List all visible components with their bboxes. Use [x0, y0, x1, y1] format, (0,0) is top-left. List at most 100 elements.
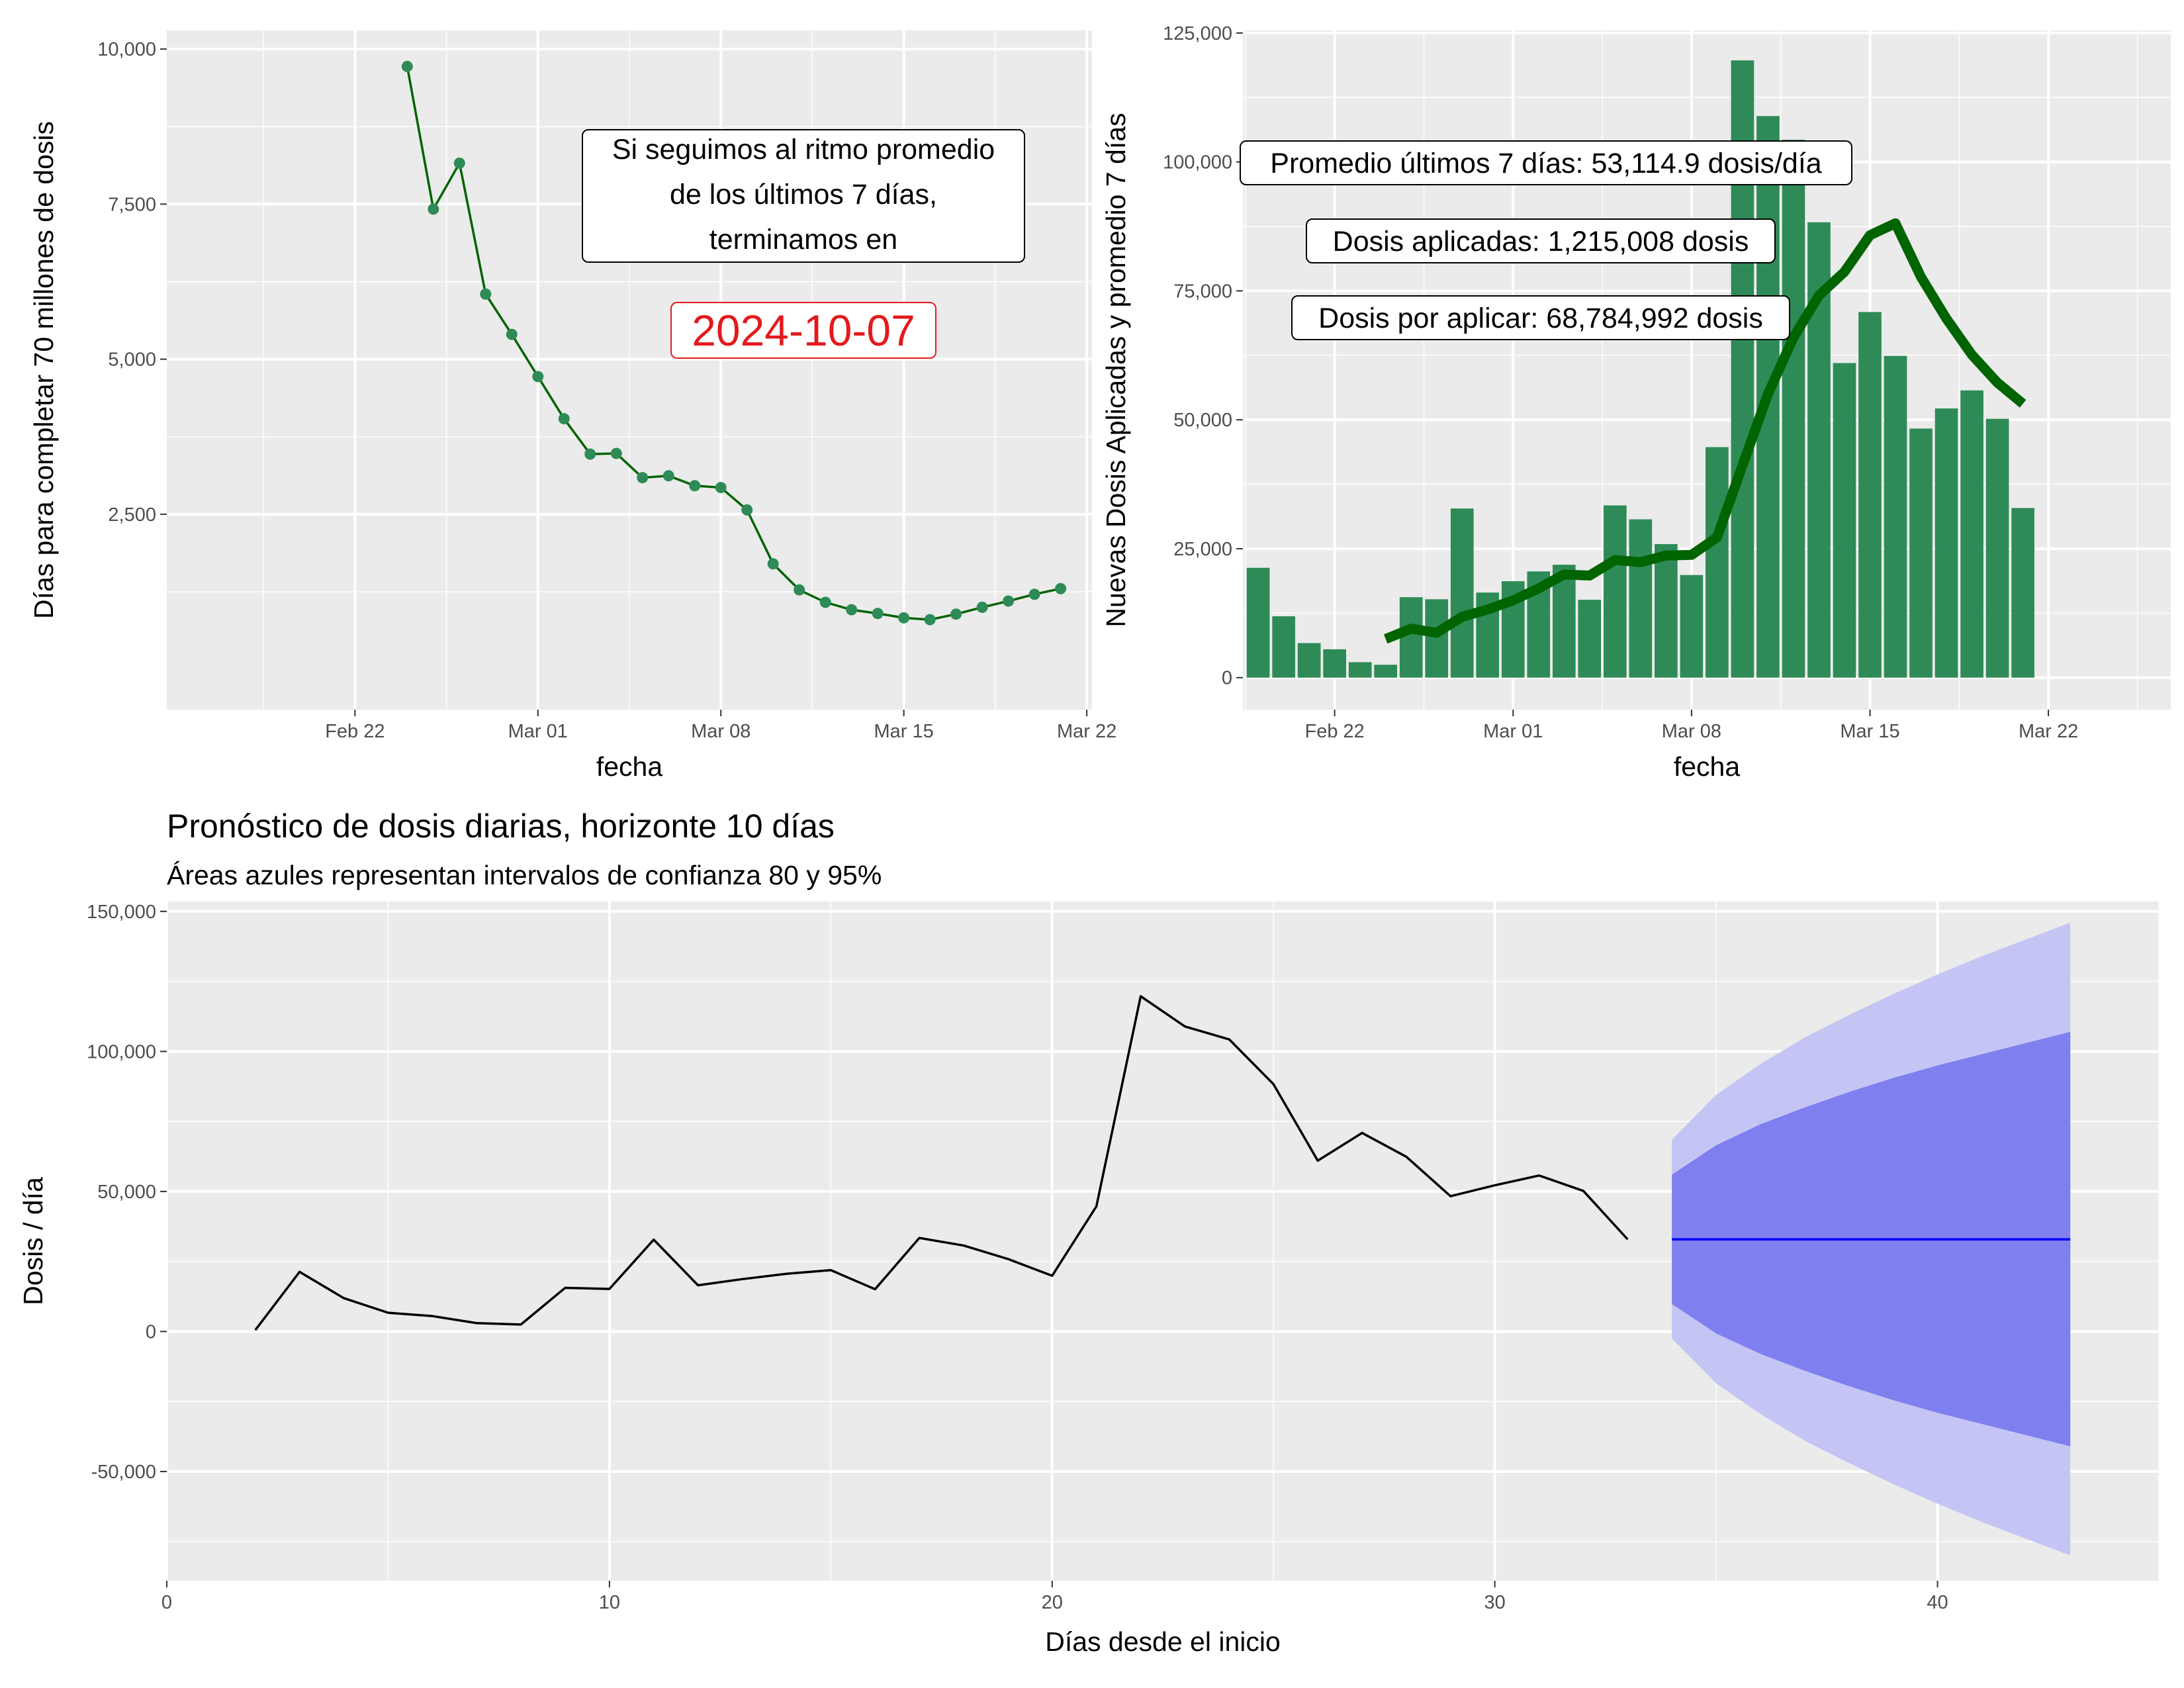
y-tick-label: 100,000 — [87, 1041, 156, 1062]
projection-annotation-box — [582, 129, 1025, 263]
dose-bar — [1934, 408, 1958, 678]
y-tick-label: 100,000 — [1163, 152, 1232, 173]
projection-annotation-line-1: Si seguimos al ritmo promedio — [612, 134, 995, 165]
applied-annotation: Dosis aplicadas: 1,215,008 dosis — [1306, 218, 1776, 263]
dose-bar — [1655, 543, 1678, 678]
panel-1-ticks: Feb 22 Mar 01 Mar 08 Mar 15 Mar 22 2,500 5,000… — [97, 39, 1116, 742]
dose-bar — [1399, 597, 1423, 678]
days-point — [819, 596, 831, 608]
dose-bar — [1374, 665, 1398, 678]
x-tick-label: Mar 22 — [1057, 721, 1116, 742]
projection-annotation-line-2: de los últimos 7 días, — [670, 179, 937, 211]
x-tick-label: 20 — [1042, 1592, 1063, 1613]
days-point — [428, 203, 439, 215]
days-point — [532, 371, 544, 383]
days-point — [584, 448, 596, 460]
x-tick-label: Mar 15 — [1840, 721, 1899, 742]
days-point — [715, 482, 727, 494]
dose-bar — [1884, 355, 1907, 678]
days-point — [976, 601, 988, 613]
days-point — [898, 612, 910, 624]
dose-bar — [1297, 643, 1321, 678]
days-point — [506, 328, 518, 340]
days-point — [558, 413, 570, 425]
pending-annotation-text: Dosis por aplicar: 68,784,992 dosis — [1318, 303, 1763, 334]
dose-bar — [1578, 600, 1602, 678]
x-tick-label: Mar 22 — [2019, 721, 2078, 742]
dose-bar — [1450, 508, 1474, 678]
completion-date: 2024-10-07 — [692, 306, 915, 355]
x-tick-label: 30 — [1484, 1592, 1506, 1613]
dose-bar — [1985, 418, 2009, 678]
y-tick-label: 5,000 — [108, 350, 156, 371]
panel-2-plot — [1246, 60, 2034, 678]
y-tick-label: 50,000 — [1173, 410, 1232, 431]
y-tick-label: 2,500 — [108, 504, 156, 526]
y-tick-label: 125,000 — [1163, 23, 1232, 44]
x-tick-label: Mar 01 — [1483, 721, 1543, 742]
y-tick-label: 150,000 — [87, 902, 156, 923]
y-tick-label: 0 — [1222, 668, 1232, 689]
dose-bar — [1858, 312, 1882, 678]
x-tick-label: Mar 08 — [1662, 721, 1721, 742]
projection-annotation-line-3: terminamos en — [709, 224, 897, 256]
days-point — [1055, 583, 1067, 594]
pending-annotation-box — [1291, 295, 1790, 340]
dose-bar — [1425, 599, 1449, 678]
x-tick-label: Mar 08 — [691, 721, 751, 742]
completion-date-box — [670, 302, 936, 359]
dose-bar — [1782, 140, 1805, 678]
panel-new-doses: Feb 22 Mar 01 Mar 08 Mar 15 Mar 22 0 25,000 50,… — [1101, 23, 2171, 782]
days-point — [1028, 588, 1040, 600]
panel-3-ticks: 0 10 20 30 40 -50,000 0 50,000 100,000 150,000 — [87, 902, 1948, 1613]
days-point — [846, 604, 858, 616]
y-tick-label: 50,000 — [97, 1182, 156, 1203]
days-point — [662, 470, 674, 482]
pending-annotation: Dosis por aplicar: 68,784,992 dosis — [1291, 295, 1790, 340]
forecast-title: Pronóstico de dosis diarias, horizonte 1… — [167, 808, 835, 845]
forecast-subtitle: Áreas azules representan intervalos de c… — [167, 860, 882, 890]
days-point — [924, 614, 936, 626]
y-tick-label: 10,000 — [97, 39, 156, 60]
x-tick-label: 10 — [599, 1592, 620, 1613]
applied-annotation-box — [1306, 218, 1776, 263]
days-point — [453, 158, 465, 169]
days-point — [610, 447, 622, 459]
dose-bar — [1323, 649, 1346, 678]
dose-bar — [1272, 616, 1295, 678]
days-point — [872, 608, 884, 620]
dose-bar — [1246, 567, 1270, 678]
dose-bar — [1680, 575, 1704, 678]
average-annotation-box — [1240, 140, 1852, 185]
panel-1-y-label: Días para completar 70 millones de dosis — [28, 121, 59, 619]
dose-bar — [1348, 662, 1372, 678]
average-annotation: Promedio últimos 7 días: 53,114.9 dosis/… — [1240, 140, 1852, 185]
y-tick-label: 7,500 — [108, 194, 156, 215]
days-point — [1003, 595, 1015, 607]
x-tick-label: Mar 01 — [508, 721, 568, 742]
dose-bar — [2011, 508, 2034, 678]
panel-3-x-label: Días desde el inicio — [1045, 1626, 1281, 1657]
observed-doses-line — [254, 995, 1629, 1331]
x-tick-label: 40 — [1927, 1592, 1948, 1613]
x-tick-label: Mar 15 — [874, 721, 934, 742]
days-point — [689, 480, 701, 492]
panel-days-to-complete: Feb 22 Mar 01 Mar 08 Mar 15 Mar 22 2,500 5,000… — [28, 30, 1116, 782]
y-tick-label: 0 — [146, 1321, 156, 1342]
panel-1-x-label: fecha — [596, 751, 662, 782]
dose-bar — [1604, 505, 1627, 678]
dose-bar — [1833, 363, 1856, 678]
dose-bar — [1629, 519, 1653, 678]
moving-average-line — [1383, 218, 2026, 644]
applied-annotation-text: Dosis aplicadas: 1,215,008 dosis — [1333, 226, 1749, 258]
y-tick-label: -50,000 — [91, 1462, 156, 1483]
x-tick-label: Feb 22 — [325, 721, 385, 742]
panel-2-y-label: Nuevas Dosis Aplicadas y promedio 7 días — [1101, 113, 1131, 627]
completion-date-label: 2024-10-07 — [670, 302, 936, 359]
average-annotation-text: Promedio últimos 7 días: 53,114.9 dosis/… — [1270, 148, 1821, 179]
y-tick-label: 25,000 — [1173, 539, 1232, 560]
panel-forecast: Pronóstico de dosis diarias, horizonte 1… — [18, 808, 2160, 1657]
y-tick-label: 75,000 — [1173, 281, 1232, 302]
days-point — [637, 472, 649, 484]
